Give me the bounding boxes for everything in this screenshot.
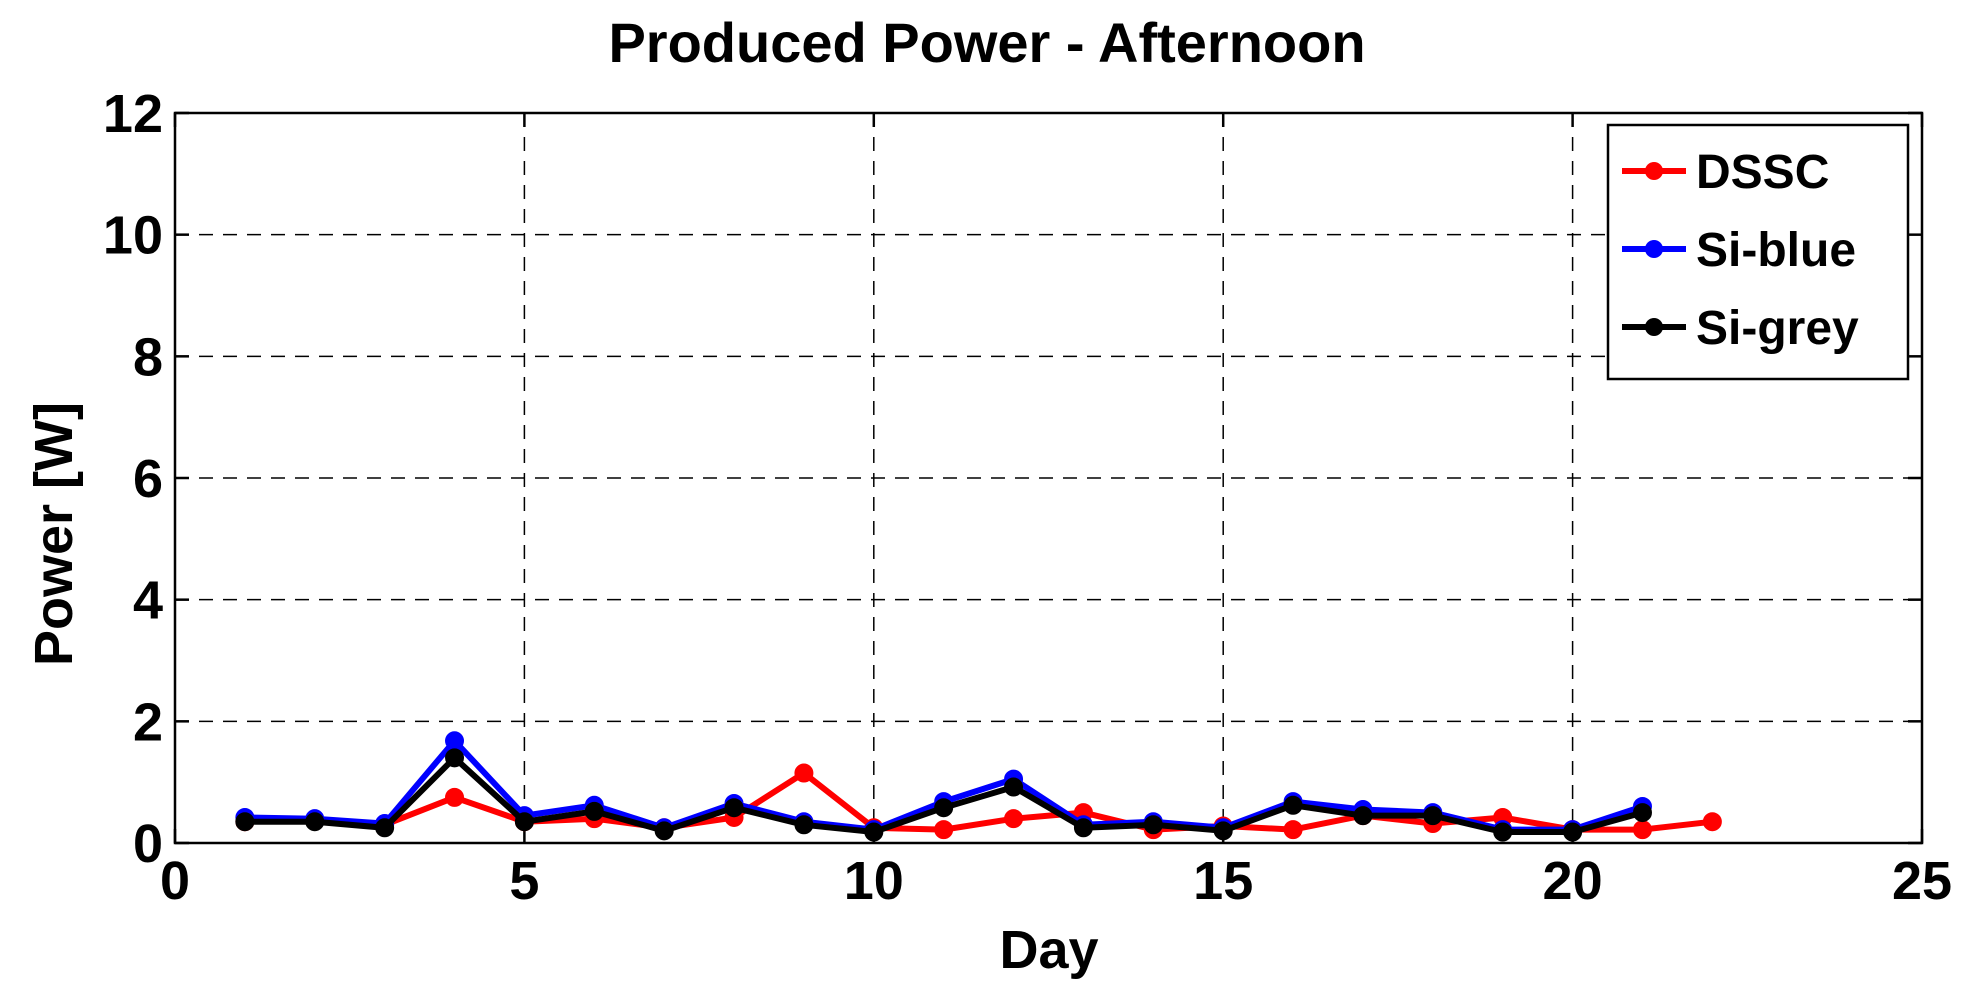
x-tick-label: 25 (1892, 851, 1952, 911)
y-tick-label: 6 (133, 449, 163, 509)
data-point-si-grey (1213, 821, 1233, 841)
data-point-si-grey (514, 812, 534, 832)
data-point-si-grey (1423, 806, 1443, 826)
series-dssc (235, 763, 1722, 840)
y-tick-label: 8 (133, 327, 163, 387)
data-point-dssc (1632, 820, 1652, 840)
grid-layer (175, 113, 1922, 843)
legend: DSSC Si-blue Si-grey (1606, 123, 1910, 381)
x-axis-label: Day (999, 920, 1098, 980)
data-point-si-grey (1143, 815, 1163, 835)
data-point-si-grey (1353, 806, 1373, 826)
legend-label-si-blue: Si-blue (1696, 224, 1856, 277)
data-point-si-grey (305, 812, 325, 832)
data-point-dssc (794, 763, 814, 783)
y-tick-label: 4 (133, 571, 163, 631)
data-point-si-grey (1073, 818, 1093, 838)
legend-label-si-grey: Si-grey (1696, 302, 1859, 355)
x-tick-label: 15 (1193, 851, 1253, 911)
data-point-si-grey (445, 748, 465, 768)
data-point-si-grey (1563, 822, 1583, 842)
data-point-si-grey (724, 798, 744, 818)
x-tick-label: 10 (844, 851, 904, 911)
x-tick-label: 5 (509, 851, 539, 911)
legend-label-dssc: DSSC (1696, 146, 1829, 199)
y-tick-label: 10 (103, 206, 163, 266)
data-point-si-grey (864, 822, 884, 842)
data-point-si-grey (235, 812, 255, 832)
ticks-layer: 0 5 10 15 20 25 0 2 4 6 8 10 12 (103, 84, 1952, 911)
data-point-si-blue (445, 731, 465, 751)
series-si-grey (235, 748, 1652, 842)
x-tick-label: 0 (160, 851, 190, 911)
y-tick-label: 12 (103, 84, 163, 144)
legend-marker-dssc (1645, 162, 1663, 180)
data-point-dssc (445, 787, 465, 807)
y-tick-label: 2 (133, 692, 163, 752)
data-point-dssc (1004, 809, 1024, 829)
data-point-si-grey (375, 818, 395, 838)
data-point-si-grey (934, 798, 954, 818)
data-point-dssc (934, 820, 954, 840)
data-point-si-grey (654, 821, 674, 841)
data-point-si-grey (1493, 822, 1513, 842)
chart-title: Produced Power - Afternoon (608, 11, 1365, 74)
data-point-si-grey (1283, 795, 1303, 815)
y-axis-label: Power [W] (24, 402, 84, 666)
data-point-dssc (1283, 820, 1303, 840)
legend-marker-si-grey (1645, 318, 1663, 336)
data-point-si-grey (1632, 803, 1652, 823)
data-point-si-grey (794, 815, 814, 835)
series-layer (235, 731, 1722, 842)
data-point-si-grey (584, 801, 604, 821)
data-point-dssc (1702, 812, 1722, 832)
data-point-si-grey (1004, 777, 1024, 797)
y-tick-label: 0 (133, 814, 163, 874)
legend-marker-si-blue (1645, 240, 1663, 258)
x-tick-label: 20 (1543, 851, 1603, 911)
